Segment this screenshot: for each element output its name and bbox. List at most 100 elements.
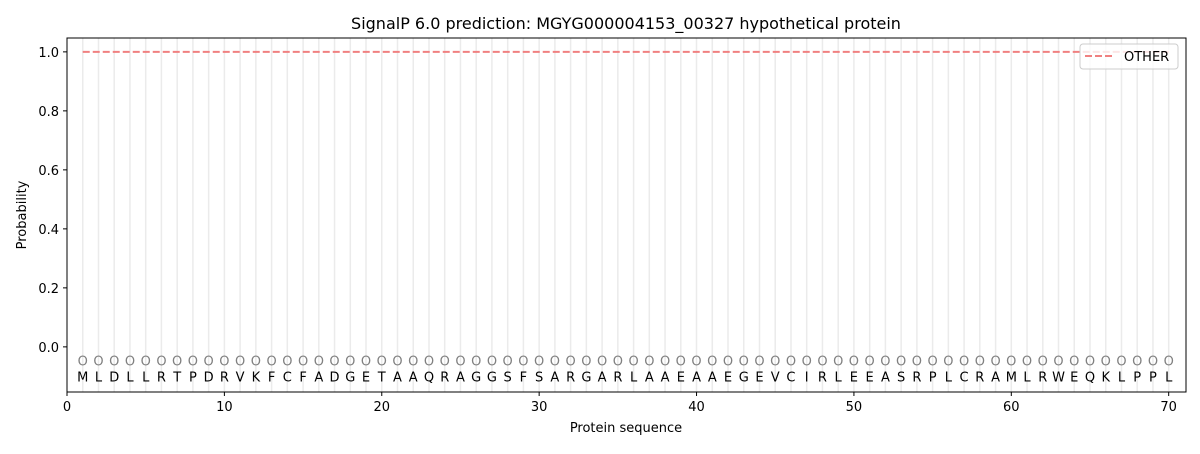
residue-letter: A	[991, 370, 1000, 385]
region-marker: O	[392, 355, 402, 370]
region-marker: O	[204, 355, 214, 370]
region-marker: O	[975, 355, 985, 370]
residue-letter: Q	[1085, 370, 1095, 385]
residue-letter: L	[630, 370, 638, 385]
residue-letter: D	[204, 370, 214, 385]
x-tick-label: 40	[688, 400, 705, 415]
residue-letter: R	[157, 370, 166, 385]
residue-letter: G	[345, 370, 355, 385]
region-marker: O	[660, 355, 670, 370]
residue-letter: A	[692, 370, 701, 385]
region-marker: O	[329, 355, 339, 370]
x-tick-label: 50	[846, 400, 863, 415]
y-tick-label: 0.0	[38, 341, 59, 356]
region-marker: O	[1101, 355, 1111, 370]
region-marker: O	[534, 355, 544, 370]
residue-letter: M	[1006, 370, 1017, 385]
residue-letter: L	[835, 370, 843, 385]
region-marker: O	[786, 355, 796, 370]
residue-letter: L	[142, 370, 150, 385]
residue-letter: A	[645, 370, 654, 385]
x-tick-label: 30	[531, 400, 548, 415]
residue-letter: R	[1038, 370, 1047, 385]
region-marker: O	[377, 355, 387, 370]
region-marker: O	[707, 355, 717, 370]
region-marker: O	[78, 355, 88, 370]
region-marker: O	[566, 355, 576, 370]
y-axis-label: Probability	[15, 180, 30, 249]
residue-letter: L	[95, 370, 103, 385]
residue-letter: D	[330, 370, 340, 385]
residue-letter: E	[677, 370, 685, 385]
residue-letter: P	[1133, 370, 1141, 385]
residue-letter: A	[393, 370, 402, 385]
residue-letter: P	[1149, 370, 1157, 385]
region-marker: O	[440, 355, 450, 370]
region-marker: O	[172, 355, 182, 370]
residue-letter: R	[975, 370, 984, 385]
region-marker: O	[424, 355, 434, 370]
x-tick-label: 20	[373, 400, 390, 415]
y-tick-label: 0.4	[38, 223, 59, 238]
residue-letter: A	[409, 370, 418, 385]
region-marker: O	[141, 355, 151, 370]
residue-labels: OMOLODOLOLOROTOPODOROVOKOFOCOFOAODOGOEOT…	[77, 355, 1174, 386]
residue-letter: R	[220, 370, 229, 385]
region-marker: O	[235, 355, 245, 370]
residue-letter: G	[487, 370, 497, 385]
region-marker: O	[896, 355, 906, 370]
residue-letter: R	[818, 370, 827, 385]
residue-letter: S	[504, 370, 512, 385]
residue-letter: A	[661, 370, 670, 385]
x-tick-label: 10	[216, 400, 233, 415]
region-marker: O	[345, 355, 355, 370]
region-marker: O	[739, 355, 749, 370]
residue-letter: C	[960, 370, 969, 385]
region-marker: O	[361, 355, 371, 370]
residue-letter: C	[786, 370, 795, 385]
residue-letter: K	[1101, 370, 1110, 385]
region-marker: O	[1038, 355, 1048, 370]
residue-letter: S	[897, 370, 905, 385]
residue-letter: A	[456, 370, 465, 385]
region-marker: O	[550, 355, 560, 370]
residue-letter: E	[755, 370, 763, 385]
region-marker: O	[487, 355, 497, 370]
region-marker: O	[314, 355, 324, 370]
residue-letter: R	[566, 370, 575, 385]
region-marker: O	[691, 355, 701, 370]
region-marker: O	[1053, 355, 1063, 370]
residue-letter: R	[613, 370, 622, 385]
region-marker: O	[959, 355, 969, 370]
residue-letter: G	[581, 370, 591, 385]
region-marker: O	[849, 355, 859, 370]
legend-box	[1079, 43, 1179, 70]
residue-letter: L	[1165, 370, 1173, 385]
region-marker: O	[251, 355, 261, 370]
residue-letter: T	[172, 370, 181, 385]
region-marker: O	[628, 355, 638, 370]
x-tick-label: 70	[1160, 400, 1177, 415]
residue-letter: T	[377, 370, 386, 385]
region-marker: O	[613, 355, 623, 370]
region-marker: O	[266, 355, 276, 370]
region-marker: O	[990, 355, 1000, 370]
legend: OTHER	[1079, 43, 1179, 70]
residue-letter: P	[189, 370, 197, 385]
residue-letter: A	[550, 370, 559, 385]
residue-letter: E	[362, 370, 370, 385]
grid-lines	[81, 38, 1170, 392]
region-marker: O	[518, 355, 528, 370]
residue-letter: E	[850, 370, 858, 385]
y-tick-label: 1.0	[38, 46, 59, 61]
region-marker: O	[723, 355, 733, 370]
residue-letter: F	[520, 370, 527, 385]
residue-letter: F	[299, 370, 306, 385]
residue-letter: W	[1052, 370, 1065, 385]
region-marker: O	[109, 355, 119, 370]
residue-letter: E	[1070, 370, 1078, 385]
residue-letter: V	[771, 370, 780, 385]
region-marker: O	[833, 355, 843, 370]
region-marker: O	[754, 355, 764, 370]
